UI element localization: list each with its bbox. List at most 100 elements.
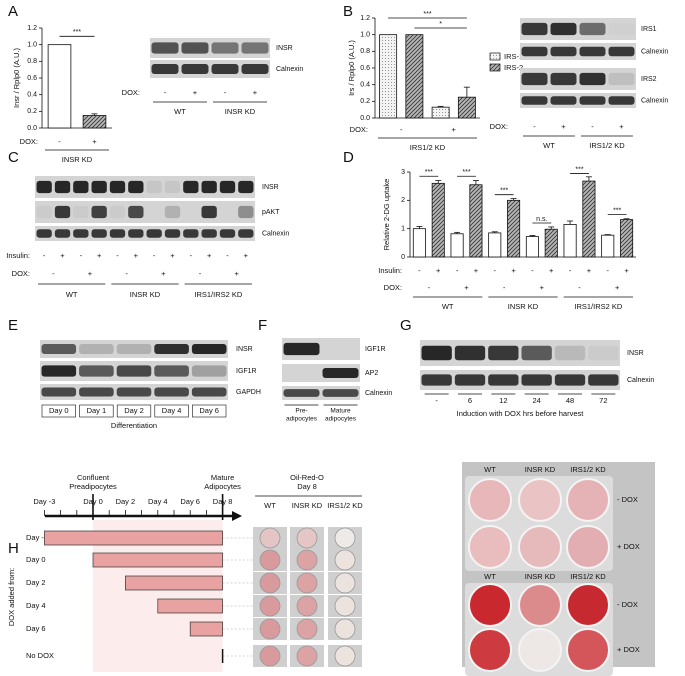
bar bbox=[450, 233, 464, 258]
day-label: Day 8 bbox=[213, 497, 233, 506]
row-value: - bbox=[578, 283, 581, 292]
row-value: + bbox=[234, 269, 239, 278]
milestone-label: Confluent bbox=[77, 473, 110, 482]
bar bbox=[620, 219, 634, 258]
row-value: - bbox=[569, 266, 572, 275]
well bbox=[334, 595, 356, 617]
row-value: + bbox=[253, 88, 258, 97]
plate-column: INSR KD bbox=[525, 572, 556, 581]
band bbox=[73, 205, 89, 219]
blot-strip bbox=[150, 60, 270, 78]
band bbox=[109, 205, 126, 219]
row-value: - bbox=[58, 137, 61, 146]
plate-well bbox=[518, 525, 562, 569]
significance-label: *** bbox=[575, 166, 583, 173]
band bbox=[554, 345, 586, 361]
row-value: + bbox=[207, 251, 212, 260]
band bbox=[79, 343, 114, 355]
band bbox=[109, 180, 126, 194]
y-tick-label: 1.0 bbox=[360, 32, 370, 39]
significance-label: * bbox=[439, 21, 442, 28]
bar bbox=[525, 236, 539, 258]
y-tick-label: 2 bbox=[401, 197, 405, 204]
row-value: + bbox=[540, 283, 545, 292]
band bbox=[550, 72, 577, 86]
blot-strip bbox=[35, 226, 255, 241]
band bbox=[154, 343, 189, 355]
dox-interval bbox=[189, 621, 223, 637]
dox-interval bbox=[157, 598, 223, 614]
row-label: Day 6 bbox=[26, 624, 46, 633]
plate-well bbox=[518, 583, 562, 627]
legend-swatch bbox=[489, 52, 501, 61]
band bbox=[238, 229, 254, 238]
timeline-arrow bbox=[232, 511, 242, 521]
lane-label: Day 0 bbox=[49, 406, 69, 415]
y-tick-label: 0.4 bbox=[27, 92, 37, 99]
band bbox=[323, 343, 359, 355]
y-axis-title: Relative 2-DG uptake bbox=[382, 179, 391, 251]
band bbox=[588, 345, 619, 361]
row-label: Day 4 bbox=[26, 601, 46, 610]
row-value: - bbox=[164, 88, 167, 97]
band bbox=[164, 229, 181, 238]
band bbox=[521, 374, 552, 386]
band bbox=[183, 206, 198, 218]
band bbox=[191, 365, 227, 377]
row-value: + bbox=[511, 266, 516, 275]
plate-column: IRS1/2 KD bbox=[570, 465, 606, 474]
blot-label: IGF1R bbox=[236, 368, 257, 375]
stain-title: Day 8 bbox=[297, 482, 317, 491]
lane-box bbox=[79, 404, 114, 418]
band bbox=[219, 180, 236, 194]
blot-label: Calnexin bbox=[641, 48, 668, 55]
band bbox=[421, 345, 452, 361]
y-axis-title: Irs / Rplp0 (A.U.) bbox=[347, 40, 356, 96]
band bbox=[322, 389, 359, 397]
row-value: - bbox=[199, 269, 202, 278]
stain-title: Oil-Red-O bbox=[290, 473, 324, 482]
plate-column: IRS1/2 KD bbox=[570, 572, 606, 581]
row-value: - bbox=[116, 251, 119, 260]
lane-label: 72 bbox=[599, 396, 607, 405]
band bbox=[579, 46, 606, 57]
significance-label: n.s. bbox=[536, 216, 547, 223]
y-tick-label: 0.8 bbox=[360, 48, 370, 55]
significance-label: *** bbox=[462, 169, 470, 176]
group-label: INSR KD bbox=[62, 155, 93, 164]
band bbox=[151, 63, 179, 75]
well bbox=[334, 549, 356, 571]
band bbox=[41, 365, 77, 377]
blot-label: INSR bbox=[236, 346, 253, 353]
row-value: - bbox=[43, 251, 46, 260]
plate-column: INSR KD bbox=[525, 465, 556, 474]
day-label: Day 4 bbox=[148, 497, 168, 506]
y-tick-label: 1 bbox=[401, 226, 405, 233]
band bbox=[550, 46, 577, 57]
group-label: IRS1/IRS2 KD bbox=[574, 302, 623, 311]
plate-well bbox=[518, 628, 562, 672]
y-tick-label: 0.0 bbox=[360, 115, 370, 122]
caption: Induction with DOX hrs before harvest bbox=[457, 409, 585, 418]
blot-strip bbox=[520, 18, 636, 40]
bar bbox=[379, 34, 398, 119]
blot-label: IRS2 bbox=[641, 76, 657, 83]
lane-label: 6 bbox=[468, 396, 472, 405]
plate-row: + DOX bbox=[617, 542, 640, 551]
blot-label: IGF1R bbox=[365, 346, 386, 353]
row-value: - bbox=[125, 269, 128, 278]
stain-column: WT bbox=[264, 501, 276, 510]
band bbox=[421, 374, 452, 386]
band bbox=[579, 96, 606, 105]
plate-row: - DOX bbox=[617, 600, 638, 609]
band bbox=[91, 180, 107, 194]
band bbox=[41, 387, 77, 397]
panel-label: B bbox=[343, 3, 353, 20]
band bbox=[609, 23, 635, 35]
blot-label: GAPDH bbox=[236, 389, 261, 396]
band bbox=[488, 345, 519, 361]
band bbox=[41, 343, 77, 355]
band bbox=[283, 342, 320, 356]
well bbox=[296, 572, 318, 594]
